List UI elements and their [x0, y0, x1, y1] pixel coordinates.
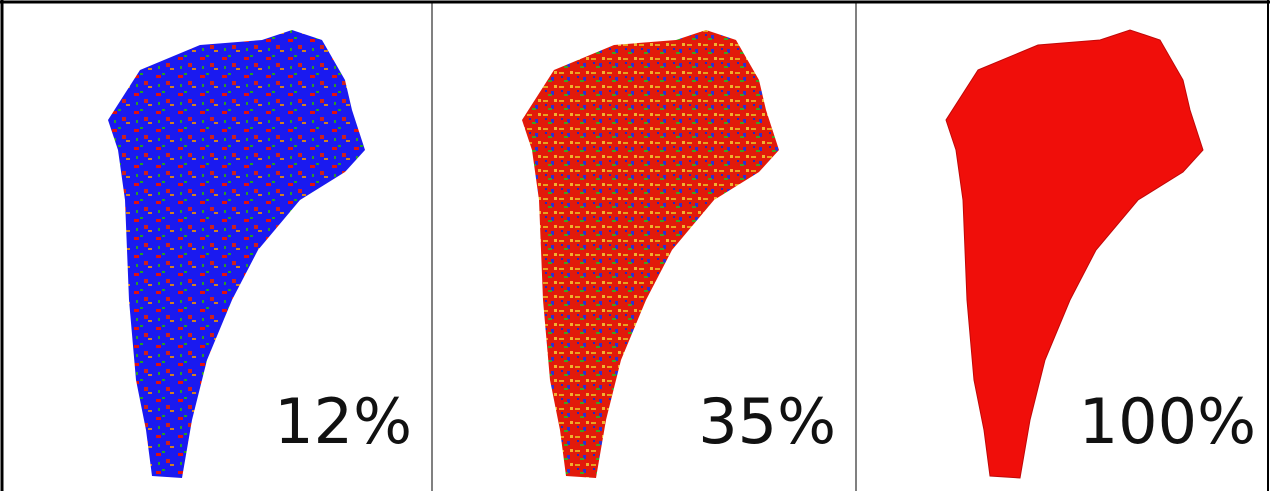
figure: 12% 35% 100% [0, 0, 1270, 491]
panel-label: 12% [274, 385, 412, 458]
panel-label: 100% [1079, 385, 1256, 458]
panel-label: 35% [698, 385, 836, 458]
